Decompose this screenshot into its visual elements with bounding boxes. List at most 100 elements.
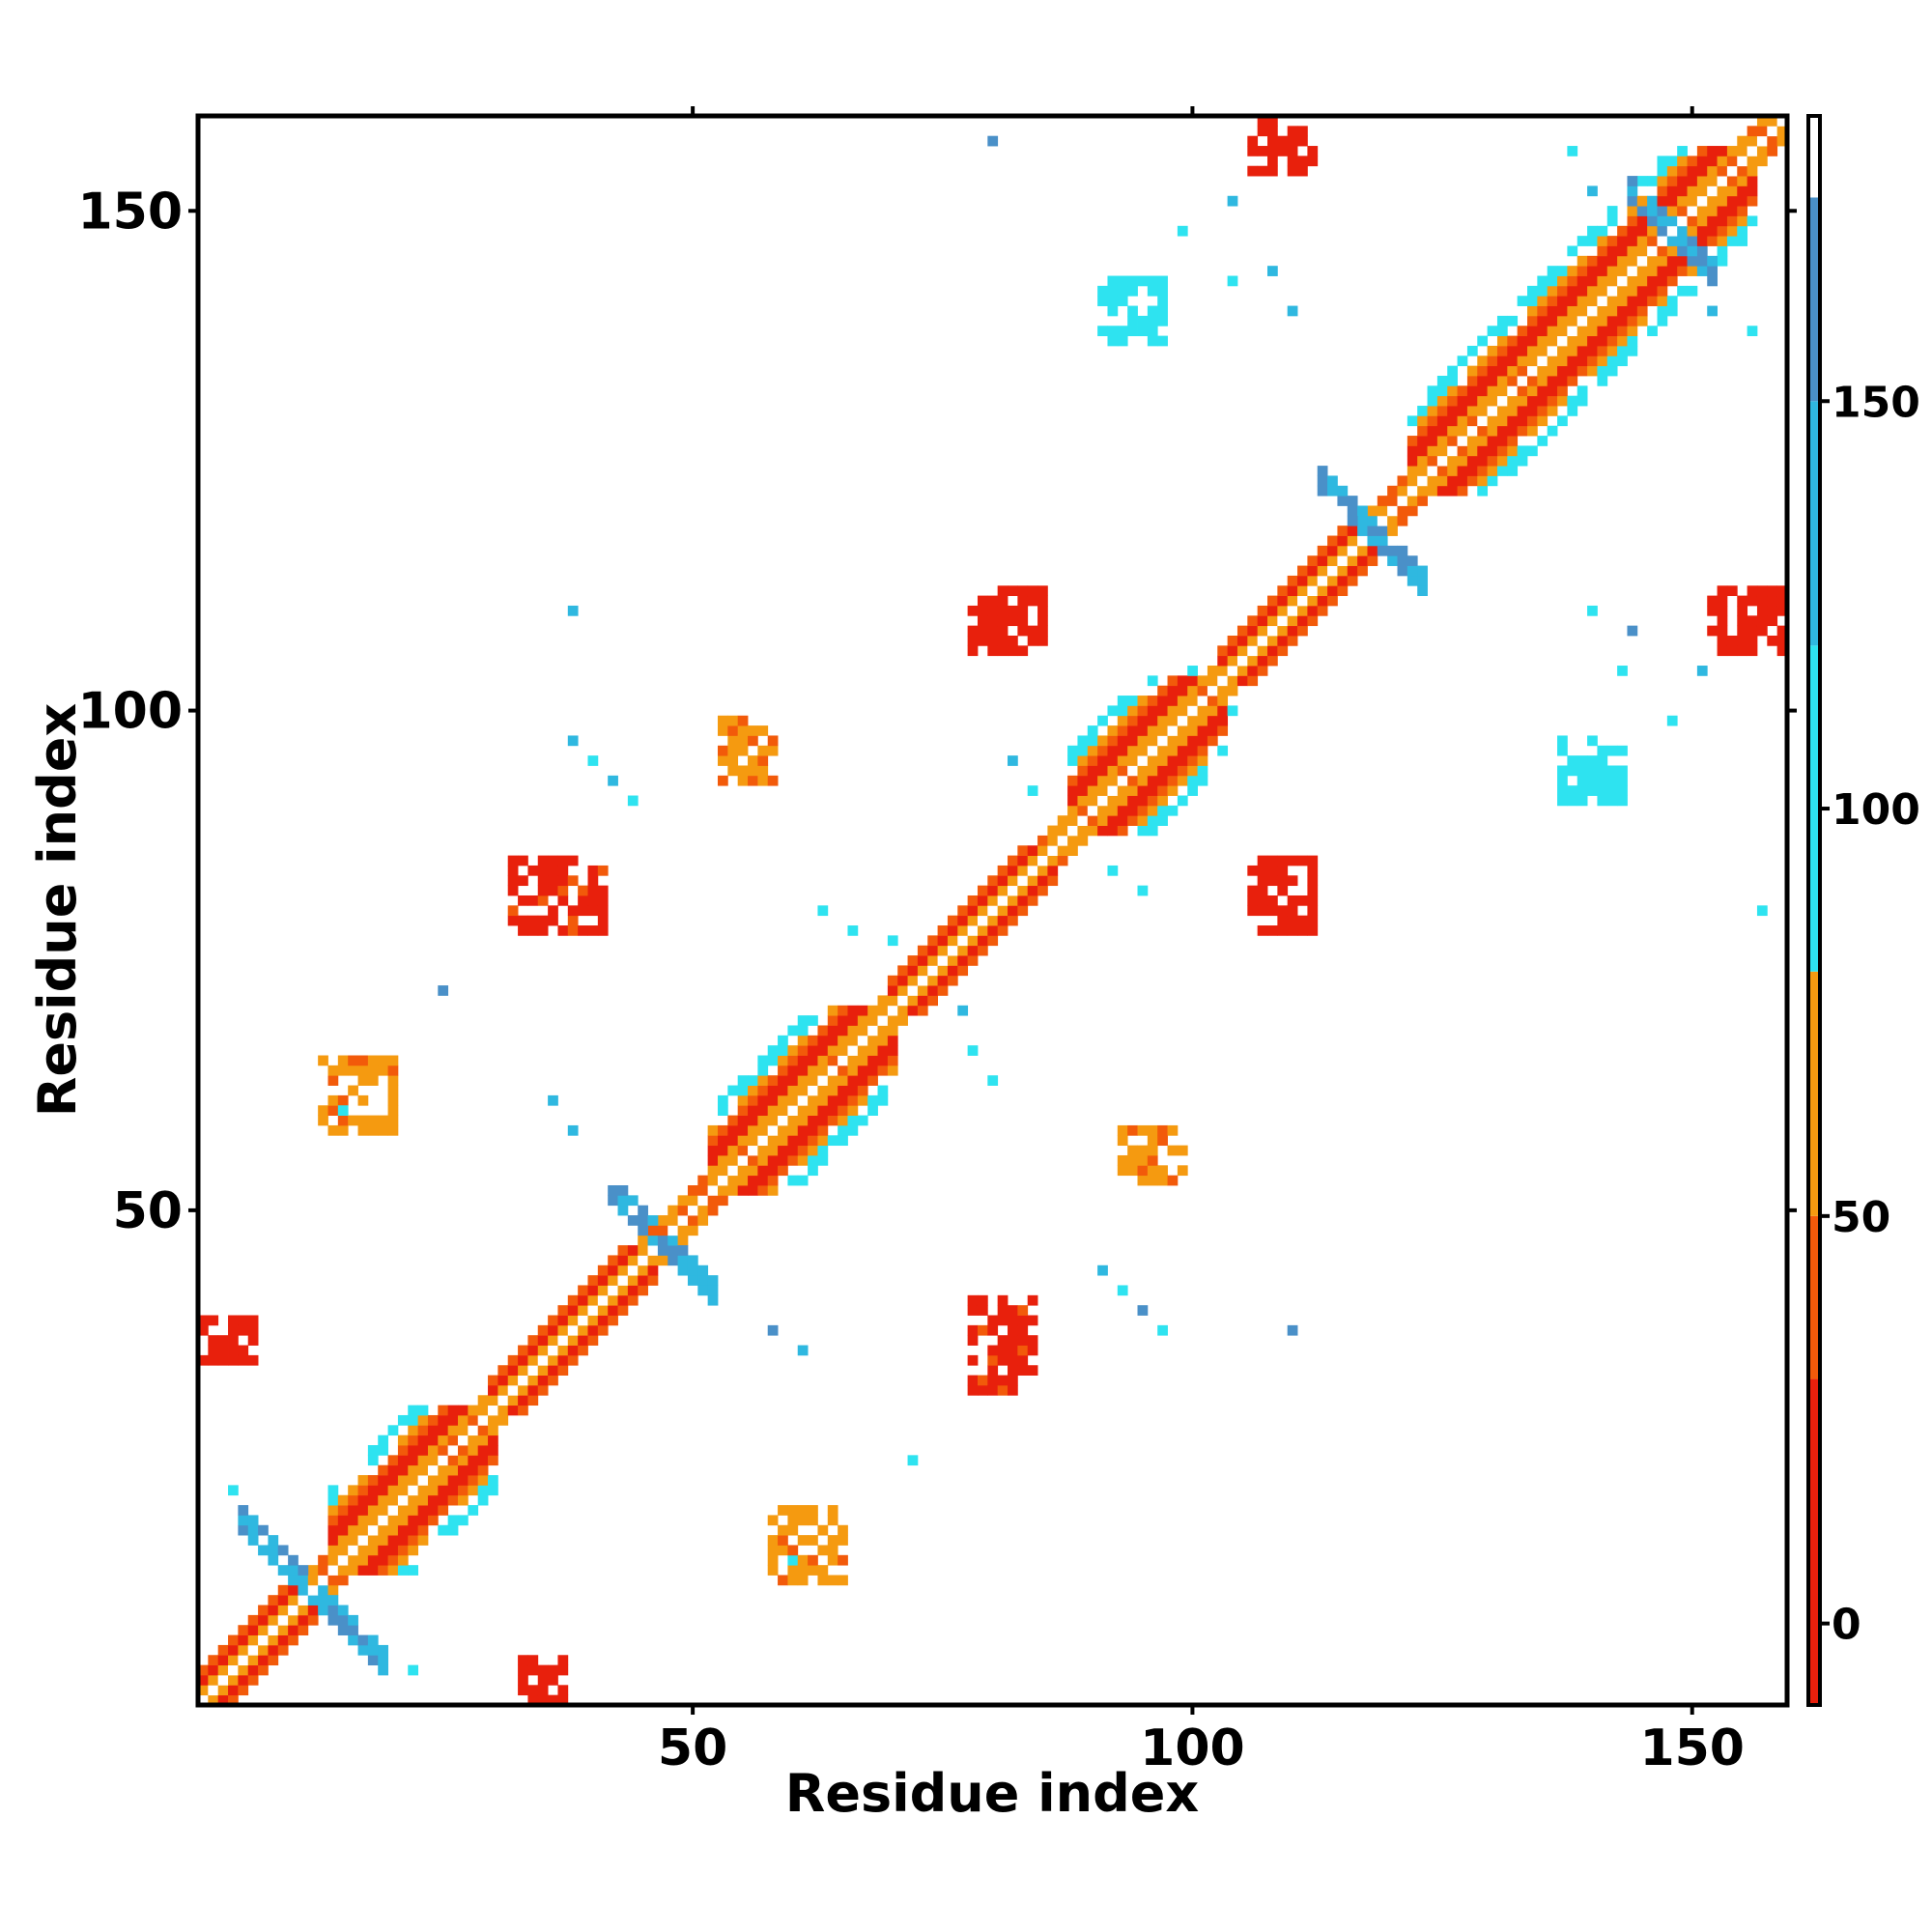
- heatmap-cell: [1207, 675, 1218, 687]
- heatmap-cell: [817, 1085, 829, 1096]
- heatmap-cell: [337, 1545, 349, 1556]
- heatmap-cell: [1717, 635, 1728, 646]
- heatmap-cell: [757, 1135, 769, 1147]
- heatmap-cell: [1107, 326, 1119, 337]
- heatmap-cell: [1367, 535, 1378, 547]
- heatmap-cell: [1127, 275, 1138, 287]
- heatmap-cell: [1157, 755, 1168, 766]
- heatmap-cell: [208, 1685, 219, 1696]
- heatmap-cell: [438, 1405, 449, 1416]
- heatmap-cell: [1436, 375, 1448, 386]
- heatmap-cell: [1587, 305, 1598, 317]
- heatmap-cell: [957, 1005, 969, 1016]
- heatmap-cell: [827, 1115, 838, 1126]
- heatmap-cell: [917, 955, 928, 966]
- heatmap-cell: [1747, 625, 1758, 637]
- heatmap-cell: [1257, 116, 1268, 127]
- heatmap-cell: [977, 635, 988, 646]
- heatmap-cell: [1517, 326, 1528, 337]
- heatmap-cell: [697, 1215, 709, 1226]
- heatmap-cell: [1137, 1165, 1149, 1177]
- heatmap-cell: [427, 1505, 439, 1516]
- heatmap-cell: [1477, 455, 1489, 467]
- heatmap-cell: [1557, 326, 1568, 337]
- heatmap-cell: [587, 1324, 599, 1336]
- heatmap-cell: [1657, 305, 1668, 317]
- heatmap-cell: [1597, 305, 1608, 317]
- heatmap-cell: [907, 995, 919, 1007]
- heatmap-cell: [748, 775, 758, 786]
- heatmap-cell: [1657, 266, 1668, 276]
- heatmap-cell: [1406, 415, 1418, 427]
- heatmap-cell: [1717, 245, 1728, 257]
- heatmap-cell: [748, 765, 758, 777]
- heatmap-cell: [1097, 755, 1108, 766]
- heatmap-cell: [288, 1575, 298, 1586]
- heatmap-cell: [1487, 425, 1498, 437]
- heatmap-cell: [1427, 395, 1438, 407]
- heatmap-cell: [1666, 165, 1678, 177]
- heatmap-cell: [977, 1384, 988, 1396]
- heatmap-cell: [608, 1275, 618, 1286]
- heatmap-cell: [977, 925, 988, 936]
- heatmap-cell: [318, 1575, 328, 1586]
- heatmap-cell: [787, 1575, 799, 1586]
- heatmap-cell: [787, 1115, 799, 1126]
- heatmap-cell: [817, 1075, 829, 1086]
- heatmap-cell: [1087, 755, 1098, 766]
- heatmap-cell: [1137, 725, 1149, 736]
- heatmap-cell: [687, 1215, 698, 1226]
- heatmap-cell: [427, 1485, 439, 1496]
- heatmap-cell: [1537, 315, 1548, 327]
- heatmap-cell: [1187, 735, 1198, 747]
- heatmap-cell: [1707, 165, 1718, 177]
- heatmap-cell: [548, 915, 558, 926]
- heatmap-cell: [1717, 255, 1728, 267]
- heatmap-cell: [1377, 515, 1388, 526]
- heatmap-cell: [1606, 266, 1618, 276]
- heatmap-cell: [1127, 315, 1138, 327]
- heatmap-cell: [557, 925, 569, 936]
- heatmap-cell: [1097, 815, 1108, 826]
- heatmap-cell: [1587, 365, 1598, 377]
- heatmap-cell: [447, 1405, 459, 1416]
- heatmap-cell: [1527, 296, 1538, 306]
- heatmap-cell: [627, 1245, 639, 1256]
- heatmap-cell: [647, 1245, 659, 1256]
- heatmap-cell: [1756, 126, 1768, 137]
- heatmap-cell: [1317, 605, 1328, 616]
- heatmap-cell: [1717, 595, 1728, 607]
- heatmap-cell: [1247, 635, 1259, 646]
- heatmap-cell: [857, 1085, 868, 1096]
- heatmap-cell: [527, 1395, 539, 1406]
- heatmap-cell: [827, 1505, 838, 1516]
- heatmap-cell: [737, 1124, 749, 1136]
- heatmap-cell: [288, 1614, 298, 1626]
- heatmap-cell: [1077, 815, 1089, 826]
- heatmap-cell: [1267, 156, 1278, 167]
- heatmap-cell: [707, 1124, 719, 1136]
- heatmap-cell: [1517, 335, 1528, 347]
- heatmap-cell: [1527, 415, 1538, 427]
- heatmap-cell: [838, 1575, 848, 1586]
- heatmap-cell: [1297, 625, 1308, 637]
- heatmap-cell: [567, 855, 579, 867]
- heatmap-cell: [757, 1085, 769, 1096]
- heatmap-cell: [337, 1605, 349, 1616]
- heatmap-cell: [1636, 176, 1648, 186]
- heatmap-cell: [597, 925, 609, 936]
- heatmap-cell: [1057, 855, 1068, 867]
- heatmap-cell: [408, 1414, 419, 1426]
- colorbar-tick-label: 0: [1832, 1601, 1861, 1650]
- heatmap-cell: [1507, 395, 1519, 407]
- heatmap-cell: [457, 1464, 469, 1476]
- heatmap-cell: [548, 1664, 558, 1676]
- heatmap-cell: [457, 1435, 469, 1446]
- heatmap-cell: [537, 875, 549, 887]
- heatmap-cell: [348, 1614, 358, 1626]
- heatmap-cell: [488, 1475, 498, 1486]
- heatmap-cell: [1117, 1165, 1128, 1177]
- heatmap-cell: [1617, 795, 1628, 807]
- heatmap-cell: [627, 795, 639, 807]
- heatmap-cell: [597, 1305, 609, 1316]
